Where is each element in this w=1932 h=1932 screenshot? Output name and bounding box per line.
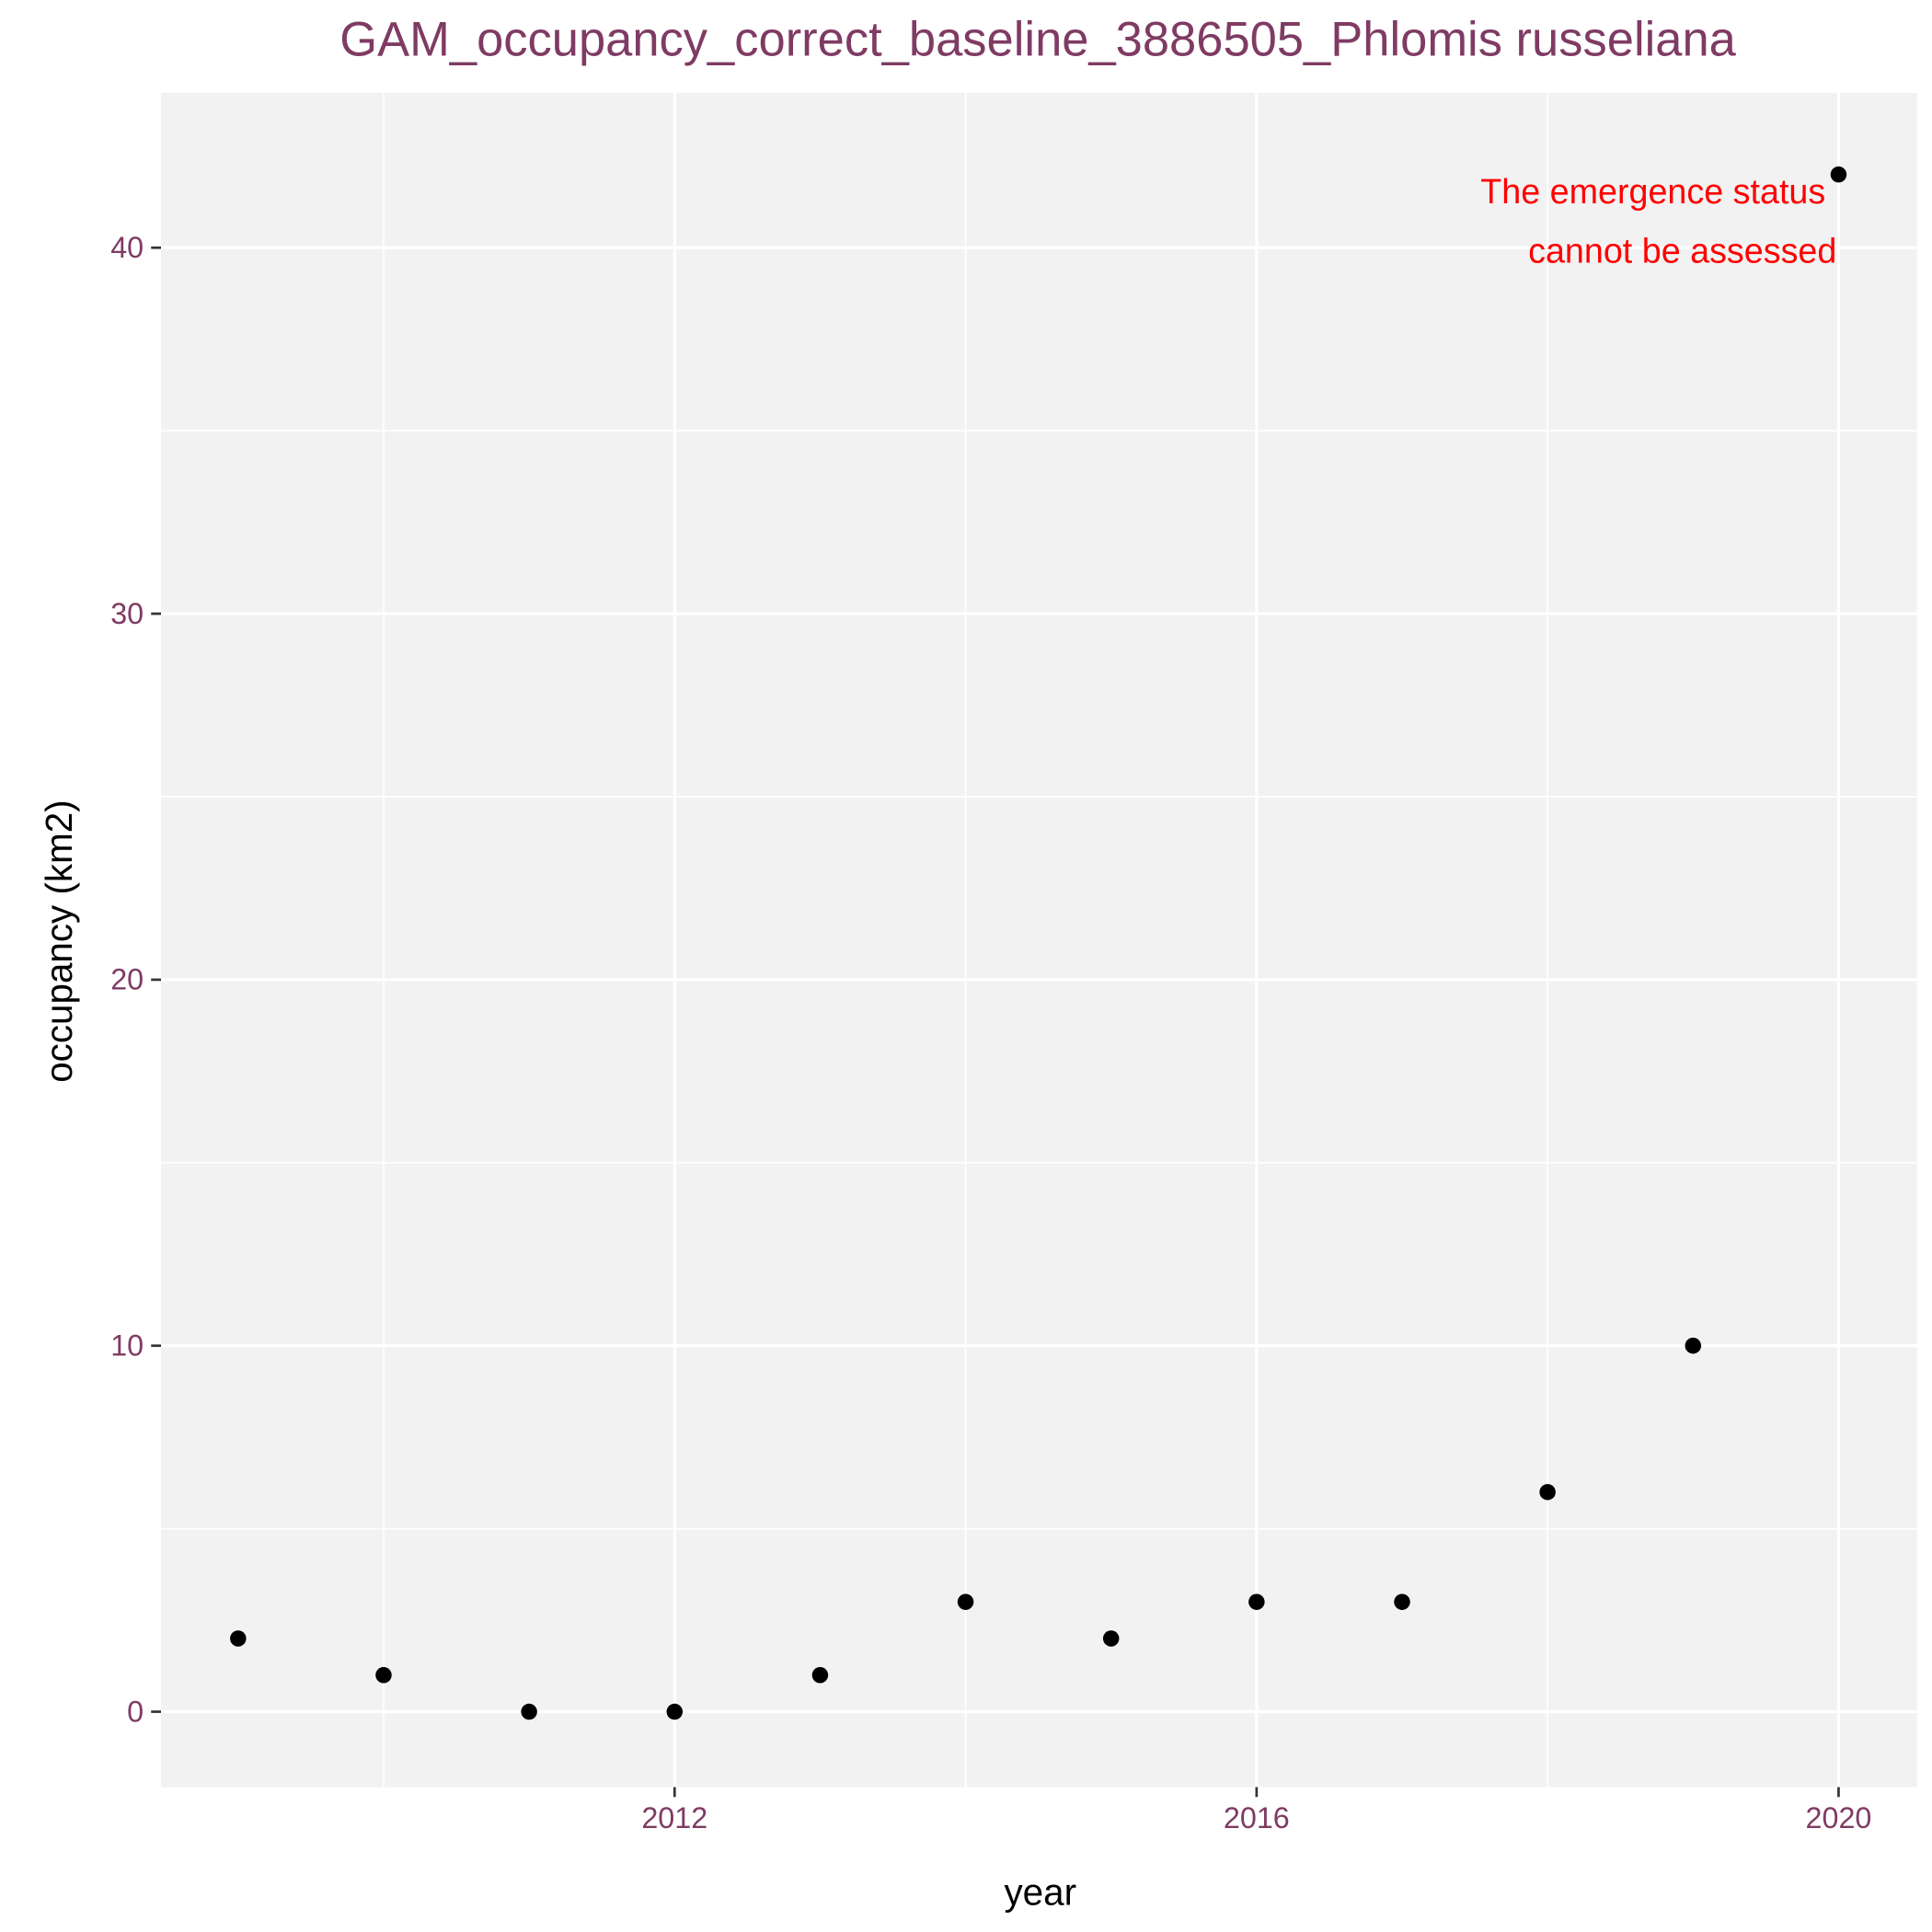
point <box>811 1667 829 1684</box>
y-axis-title: occupancy (km2) <box>38 799 80 1082</box>
x-tick-label: 2016 <box>1224 1801 1290 1834</box>
y-tick-label: 30 <box>110 597 144 630</box>
point <box>666 1703 684 1720</box>
chart-title: GAM_occupancy_correct_baseline_3886505_P… <box>339 13 1736 67</box>
annotation: cannot be assessed <box>1528 231 1836 270</box>
point <box>230 1630 247 1647</box>
point <box>1539 1484 1556 1501</box>
annotation: The emergence status <box>1480 172 1825 211</box>
point <box>521 1703 537 1720</box>
y-tick-label: 0 <box>127 1695 144 1728</box>
y-tick-label: 20 <box>110 963 144 996</box>
point <box>1102 1630 1120 1647</box>
point <box>957 1593 974 1610</box>
point <box>375 1667 392 1684</box>
x-axis-title: year <box>1004 1870 1076 1913</box>
y-tick-label: 10 <box>110 1328 144 1362</box>
point <box>1248 1593 1265 1610</box>
x-tick-label: 2020 <box>1806 1801 1872 1834</box>
point <box>1830 166 1847 183</box>
point <box>1685 1337 1702 1354</box>
point <box>1394 1593 1410 1610</box>
plot-panel <box>161 92 1917 1788</box>
x-tick-label: 2012 <box>641 1801 707 1834</box>
y-tick-label: 40 <box>110 231 144 264</box>
